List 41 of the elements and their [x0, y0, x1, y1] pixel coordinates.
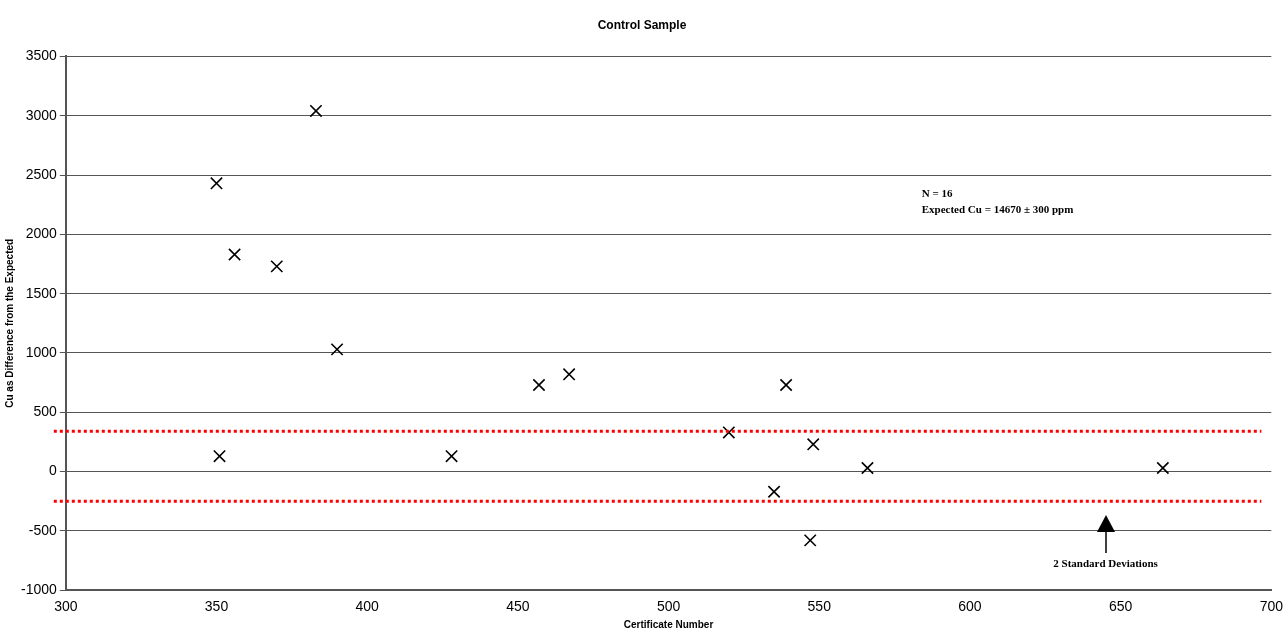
- x-tick-label: 550: [807, 598, 832, 615]
- point: [562, 367, 576, 381]
- x-tick-label: 500: [656, 598, 681, 615]
- point: [722, 425, 736, 439]
- point: [779, 378, 793, 392]
- y-tick-label: 3000: [25, 106, 58, 123]
- point: [445, 449, 459, 463]
- point: [806, 437, 820, 451]
- y-tick-label: -1000: [20, 581, 58, 598]
- x-tick-label: 300: [54, 598, 78, 615]
- point: [861, 461, 874, 475]
- x-axis-title: Certificate Number: [623, 618, 714, 630]
- annotation: Expected Cu = 14670 ± 300 ppm: [921, 203, 1074, 216]
- y-tick-label: 3500: [25, 47, 58, 64]
- y-tick-label: 2500: [25, 165, 58, 182]
- point: [767, 485, 781, 499]
- point: [228, 248, 242, 261]
- chart-title: Control Sample: [597, 17, 687, 32]
- point: [270, 259, 284, 273]
- x-tick-label: 600: [958, 598, 982, 615]
- x-tick-label: 400: [355, 598, 380, 615]
- y-tick-label: -500: [28, 521, 58, 538]
- point: [213, 449, 226, 463]
- y-tick-label: 500: [33, 403, 58, 420]
- y-tick-label: 1500: [25, 284, 58, 301]
- y-tick-label: 2000: [25, 225, 58, 242]
- x-tick-label: 350: [204, 598, 229, 615]
- y-axis-title: Cu as Difference from the Expected: [3, 238, 15, 408]
- point: [309, 104, 323, 118]
- annotation: N = 16: [921, 187, 953, 200]
- point: [532, 378, 546, 392]
- x-tick-label: 700: [1259, 598, 1284, 615]
- annotation: 2 Standard Deviations: [1053, 556, 1159, 569]
- point: [210, 176, 223, 190]
- x-tick-label: 650: [1108, 598, 1133, 615]
- y-tick-label: 1000: [25, 343, 58, 360]
- y-tick-label: 0: [49, 462, 58, 479]
- point: [1156, 461, 1170, 475]
- x-tick-label: 450: [506, 598, 530, 615]
- point: [803, 533, 817, 547]
- point: [330, 342, 344, 356]
